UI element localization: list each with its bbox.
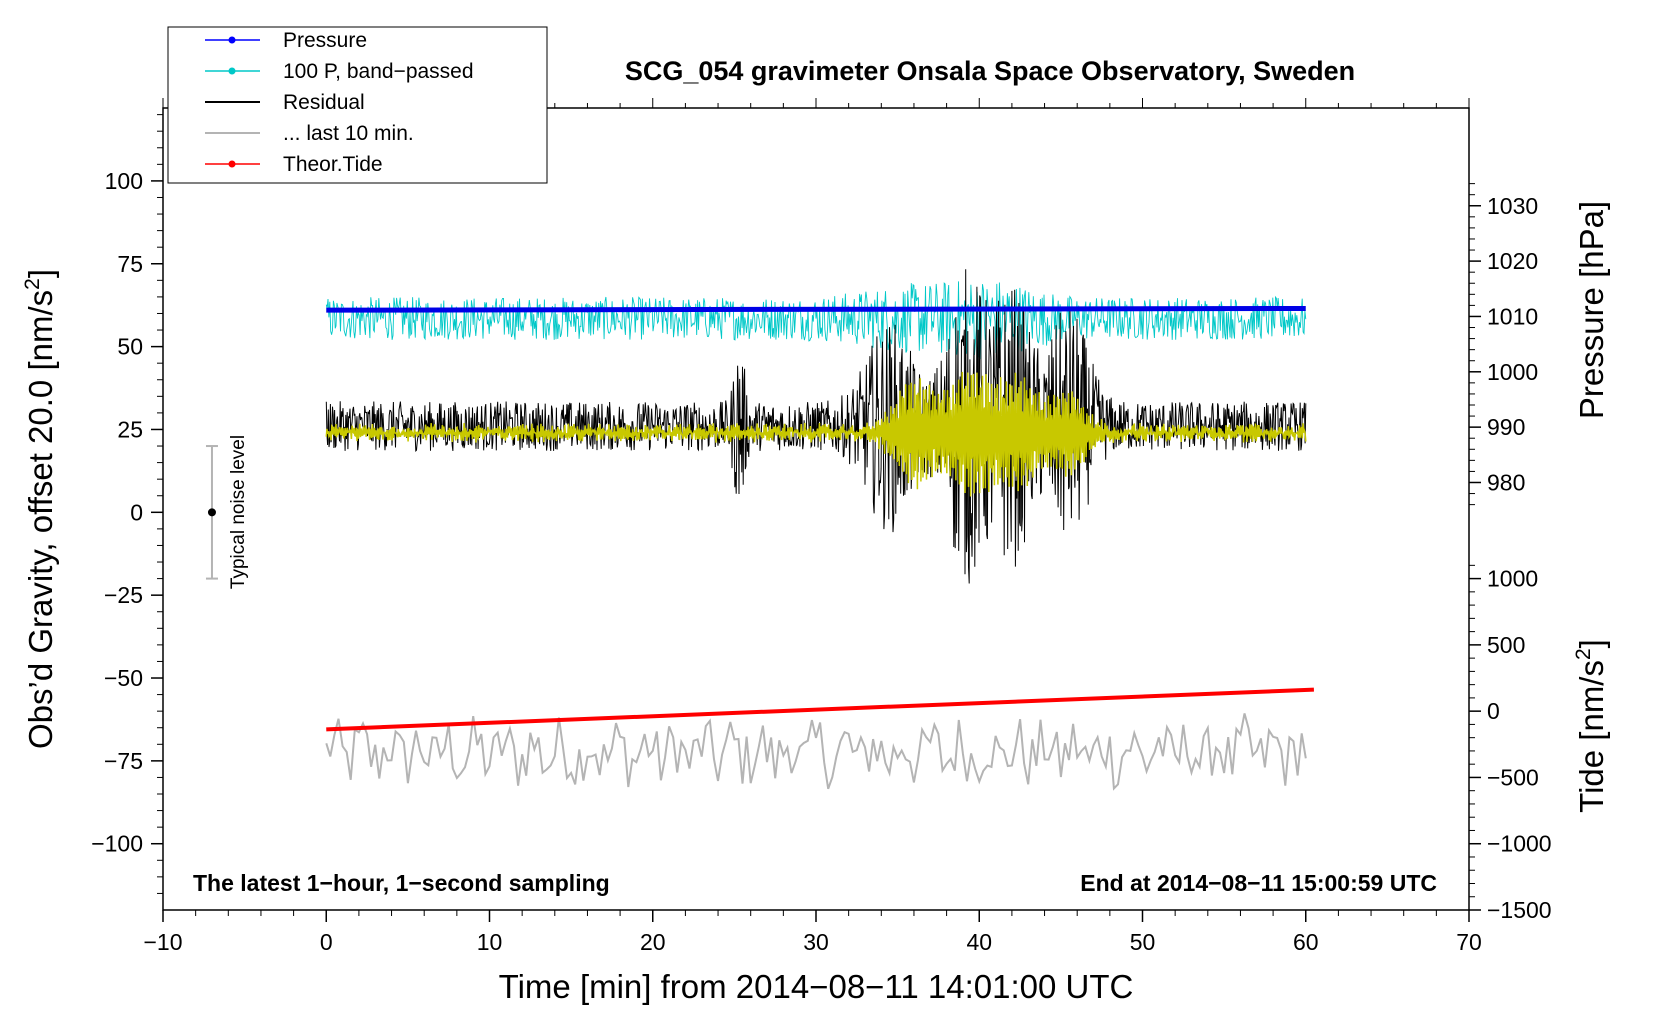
- y-left-axis-title: Obs’d Gravity, offset 20.0 [nm/s2]: [21, 269, 59, 749]
- legend-marker-pressure: [228, 36, 236, 44]
- ticks-layer: −10 0 10 20 30 40 50 60 701007550250−25−50−75−10…: [91, 98, 1552, 955]
- tide-tick-label: −1500: [1487, 897, 1552, 923]
- legend: Pressure 100 P, band−passed Residual ...…: [167, 26, 548, 184]
- x-axis-title: Time [min] from 2014−08−11 14:01:00 UTC: [499, 968, 1134, 1005]
- pressure-tick-label: 1030: [1487, 193, 1538, 219]
- tide-tick-label: 0: [1487, 698, 1500, 724]
- series-residual-smoothed: [325, 371, 1307, 497]
- legend-label-pressure: Pressure: [283, 29, 367, 52]
- series-layer: [325, 269, 1314, 791]
- svg-text:Pressure [hPa]: Pressure [hPa]: [1573, 201, 1610, 419]
- svg-text:Tide [nm/s2]: Tide [nm/s2]: [1572, 639, 1610, 813]
- y-left-title-end: ]: [22, 269, 59, 278]
- x-tick-label: −10: [143, 929, 182, 955]
- legend-box: [167, 26, 548, 184]
- y-left-tick-label: −75: [104, 748, 143, 774]
- y-right-pressure-title: Pressure [hPa]: [1573, 201, 1610, 419]
- y-left-tick-label: −50: [104, 665, 143, 691]
- y-left-tick-label: 0: [130, 499, 143, 525]
- x-tick-label: 0: [320, 929, 333, 955]
- noise-level-label: Typical noise level: [228, 435, 249, 589]
- series-band-passed: [325, 281, 1307, 360]
- plot-frame: [162, 107, 1470, 911]
- y-left-title-sup: 2: [21, 278, 44, 290]
- y-right-tide-title: Tide [nm/s2]: [1572, 639, 1610, 813]
- tide-title-sup: 2: [1572, 648, 1595, 660]
- legend-marker-tide: [228, 160, 236, 168]
- legend-label-residual: Residual: [283, 91, 365, 114]
- chart-title: SCG_054 gravimeter Onsala Space Observat…: [625, 56, 1355, 86]
- y-left-title-main: Obs’d Gravity, offset 20.0 [nm/s: [22, 290, 59, 749]
- tide-tick-label: 1000: [1487, 566, 1538, 592]
- x-tick-label: 60: [1293, 929, 1319, 955]
- pressure-tick-label: 1000: [1487, 359, 1538, 385]
- legend-label-bandpassed: 100 P, band−passed: [283, 60, 474, 83]
- x-tick-label: 70: [1456, 929, 1482, 955]
- pressure-tick-label: 1020: [1487, 248, 1538, 274]
- tide-tick-label: −500: [1487, 764, 1539, 790]
- noise-level-label-group: Typical noise level: [228, 435, 249, 589]
- tide-title-main: Tide [nm/s: [1573, 660, 1610, 813]
- series-theor-tide: [326, 687, 1314, 732]
- x-tick-label: 40: [966, 929, 992, 955]
- y-left-tick-label: 75: [117, 251, 143, 277]
- series-pressure: [326, 306, 1306, 313]
- x-tick-label: 20: [640, 929, 666, 955]
- y-left-tick-label: 25: [117, 416, 143, 442]
- y-left-tick-label: 50: [117, 334, 143, 360]
- series-last-10-min: [325, 713, 1307, 791]
- annotation-right: End at 2014−08−11 15:00:59 UTC: [1080, 870, 1437, 896]
- noise-bar-center: [207, 508, 216, 517]
- tide-tick-label: −1000: [1487, 831, 1552, 857]
- tide-tick-label: 500: [1487, 632, 1525, 658]
- x-tick-label: 30: [803, 929, 829, 955]
- pressure-tick-label: 990: [1487, 414, 1525, 440]
- svg-text:Obs’d Gravity, offset 20.0 [nm: Obs’d Gravity, offset 20.0 [nm/s2]: [21, 269, 59, 749]
- x-tick-label: 50: [1130, 929, 1156, 955]
- legend-marker-bandpassed: [228, 67, 236, 75]
- legend-label-last10: ... last 10 min.: [283, 122, 414, 145]
- y-left-tick-label: −25: [104, 582, 143, 608]
- y-left-tick-label: −100: [91, 831, 143, 857]
- pressure-tick-label: 980: [1487, 469, 1525, 495]
- pressure-tick-label: 1010: [1487, 303, 1538, 329]
- noise-level-indicator: [205, 445, 218, 580]
- tide-title-end: ]: [1573, 639, 1610, 648]
- x-tick-label: 10: [477, 929, 503, 955]
- annotation-left: The latest 1−hour, 1−second sampling: [193, 870, 610, 896]
- y-left-tick-label: 100: [105, 168, 143, 194]
- legend-label-tide: Theor.Tide: [283, 153, 383, 176]
